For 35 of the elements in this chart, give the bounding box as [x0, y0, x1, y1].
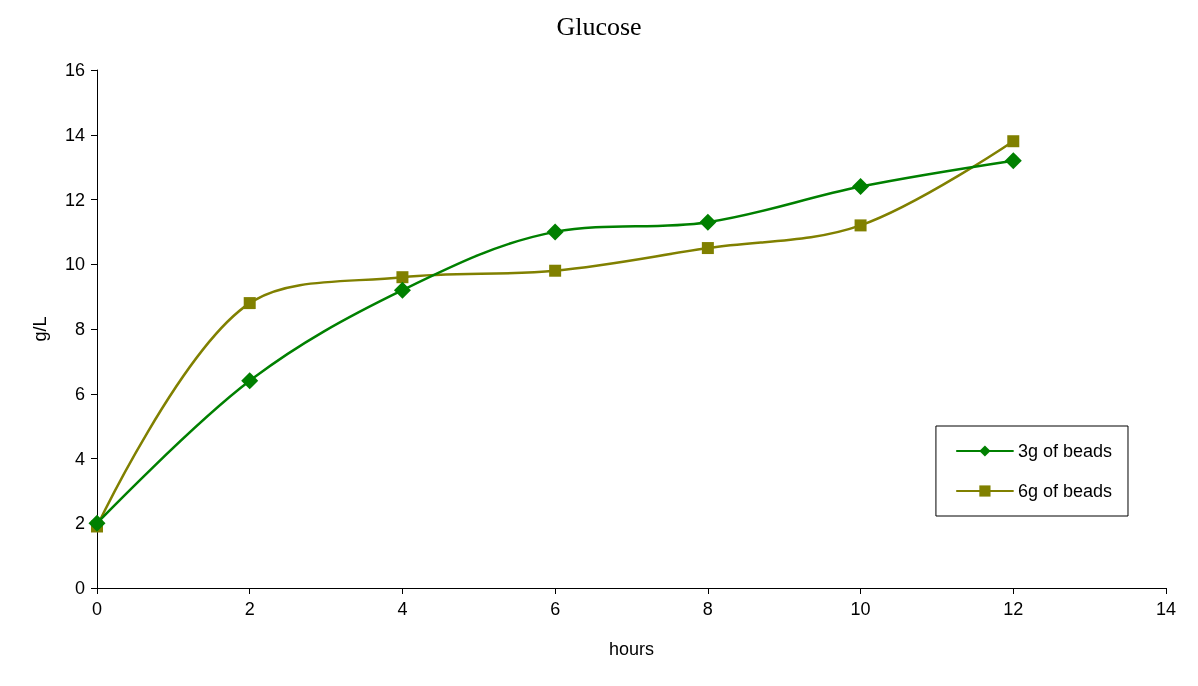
- point: [396, 271, 409, 284]
- point: [549, 264, 562, 277]
- point: [1007, 135, 1020, 148]
- x-axis-title: hours: [608, 639, 655, 659]
- x-tick-label: 6: [550, 599, 561, 619]
- point: [1004, 152, 1022, 170]
- point: [243, 297, 256, 310]
- chart-title: Glucose: [556, 11, 642, 41]
- point: [854, 219, 867, 232]
- y-tick-label: 14: [64, 124, 85, 145]
- x-tick-label: 4: [397, 599, 408, 619]
- y-tick-label: 10: [64, 254, 85, 275]
- y-tick-label: 4: [74, 448, 85, 469]
- x-tick-label: 2: [244, 599, 255, 619]
- x-tick-label: 8: [702, 599, 713, 619]
- y-tick-label: 8: [74, 319, 85, 339]
- y-tick-label: 6: [74, 383, 85, 404]
- point: [88, 514, 106, 532]
- y-tick-label: 2: [74, 513, 85, 534]
- x-tick-label: 10: [850, 599, 871, 619]
- legend-label: 6g of beads: [1017, 481, 1112, 501]
- point: [852, 178, 870, 196]
- x-tick-label: 14: [1155, 599, 1177, 619]
- x-tick-label: 0: [91, 599, 103, 619]
- y-axis-title: g/L: [30, 316, 50, 342]
- y-tick-label: 16: [64, 60, 85, 80]
- point: [701, 242, 714, 255]
- legend-label: 3g of beads: [1017, 441, 1112, 461]
- point: [393, 281, 411, 299]
- x-tick-label: 12: [1003, 599, 1024, 619]
- y-tick-label: 12: [64, 189, 85, 210]
- y-tick-label: 0: [74, 578, 85, 598]
- point: [699, 213, 717, 231]
- point: [241, 372, 259, 390]
- point: [546, 223, 564, 241]
